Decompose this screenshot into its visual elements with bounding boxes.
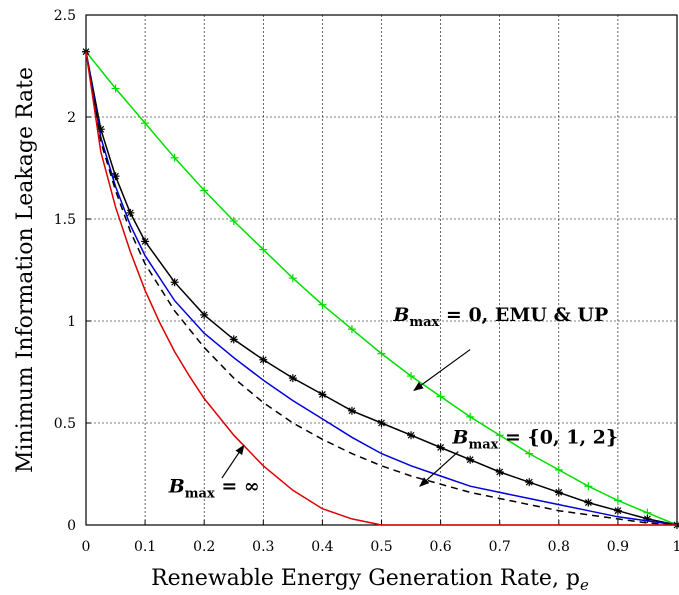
annotations: Bmax = 0, EMU & UP Bmax = {0, 1, 2} Bmax =… <box>168 304 618 501</box>
data-point-black <box>407 431 416 440</box>
data-point-green <box>111 84 120 93</box>
data-point-black <box>436 443 445 452</box>
data-point-green <box>495 431 504 440</box>
grid-lines <box>86 15 677 525</box>
annotation-label-blue: Bmax = {0, 1, 2} <box>451 426 618 452</box>
x-tick-label: 0.9 <box>607 539 629 555</box>
data-point-black <box>126 208 135 217</box>
y-axis-title: Minimum Information Leakage Rate <box>13 67 38 473</box>
data-point-green <box>318 300 327 309</box>
data-point-green <box>170 153 179 162</box>
annotation-label-red: Bmax = ∞ <box>168 475 260 501</box>
x-tick-label: 0.1 <box>134 539 156 555</box>
series-line-red <box>85 51 677 526</box>
data-point-black <box>377 419 386 427</box>
x-axis-title-text: Renewable Energy Generation Rate, p <box>151 566 580 591</box>
data-point-black <box>584 498 593 507</box>
data-point-black <box>141 237 150 246</box>
data-point-black <box>200 310 209 319</box>
x-tick-label: 0.3 <box>252 539 274 555</box>
data-point-green <box>229 217 238 226</box>
y-tick-label: 1.5 <box>54 212 76 228</box>
series-line-dashed <box>85 51 678 526</box>
data-point-green <box>407 372 416 381</box>
data-point-green <box>613 496 622 505</box>
data-point-black <box>229 335 238 344</box>
x-tick-label: 0.2 <box>193 539 215 555</box>
data-point-black <box>466 455 475 464</box>
x-tick-label: 0 <box>82 539 91 555</box>
data-point-black <box>525 478 534 487</box>
data-point-green <box>259 245 268 254</box>
data-point-green <box>436 392 445 401</box>
y-tick-label: 0.5 <box>54 416 76 432</box>
annotation-arrow-green <box>413 349 471 391</box>
x-tick-label: 0.7 <box>489 539 511 555</box>
series-line-blue <box>85 51 678 526</box>
y-tick-label: 2.5 <box>54 8 76 24</box>
data-point-green <box>377 349 386 358</box>
x-tick-label: 0.8 <box>548 539 570 555</box>
x-axis-title: Renewable Energy Generation Rate, pe <box>151 566 589 594</box>
data-point-black <box>288 374 297 383</box>
y-tick-label: 2 <box>67 110 76 126</box>
data-point-black <box>554 488 563 497</box>
data-point-green <box>288 274 297 283</box>
data-point-green <box>525 449 534 458</box>
data-point-green <box>141 119 150 128</box>
y-tick-label: 0 <box>67 518 76 534</box>
x-tick-label: 0.6 <box>429 539 451 555</box>
data-point-green <box>347 325 356 334</box>
x-tick-label: 0.4 <box>311 539 333 555</box>
x-tick-label: 1 <box>673 539 679 555</box>
data-point-black <box>495 467 504 476</box>
data-point-green <box>584 482 593 491</box>
x-tick-label: 0.5 <box>370 539 392 555</box>
y-tick-label: 1 <box>67 314 76 330</box>
annotation-label-green: Bmax = 0, EMU & UP <box>392 304 608 330</box>
data-point-black <box>318 390 327 399</box>
data-point-green <box>554 465 563 474</box>
annotation-arrow-red <box>221 444 245 479</box>
axis-ticks: 0 0.1 0.2 0.3 0.4 0.5 0.6 0.7 0.8 0.9 1 0 0.5 1 1.5 2 2.… <box>54 8 679 555</box>
x-axis-title-subscript: e <box>580 576 589 594</box>
data-point-black <box>613 506 622 515</box>
data-point-black <box>347 406 356 415</box>
data-point-black <box>170 278 179 287</box>
series-group <box>82 47 679 529</box>
data-point-black <box>259 355 268 364</box>
data-point-green <box>466 412 475 421</box>
annotation-arrow-blue <box>419 451 459 487</box>
data-point-green <box>200 186 209 195</box>
